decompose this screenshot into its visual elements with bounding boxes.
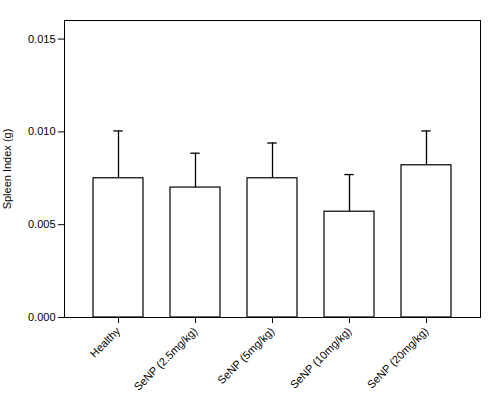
svg-text:SeNP (2.5mg/kg): SeNP (2.5mg/kg) <box>131 325 199 393</box>
svg-text:SeNP (20mg/kg): SeNP (20mg/kg) <box>365 325 431 391</box>
svg-text:Spleen Index (g): Spleen Index (g) <box>1 129 13 210</box>
svg-text:0.015: 0.015 <box>28 33 56 45</box>
svg-text:0.010: 0.010 <box>28 125 56 137</box>
svg-text:0.000: 0.000 <box>28 311 56 323</box>
svg-text:0.005: 0.005 <box>28 218 56 230</box>
svg-text:SeNP (10mg/kg): SeNP (10mg/kg) <box>288 325 354 391</box>
svg-text:Healthy: Healthy <box>88 324 123 359</box>
svg-text:SeNP (5mg/kg): SeNP (5mg/kg) <box>215 325 277 387</box>
